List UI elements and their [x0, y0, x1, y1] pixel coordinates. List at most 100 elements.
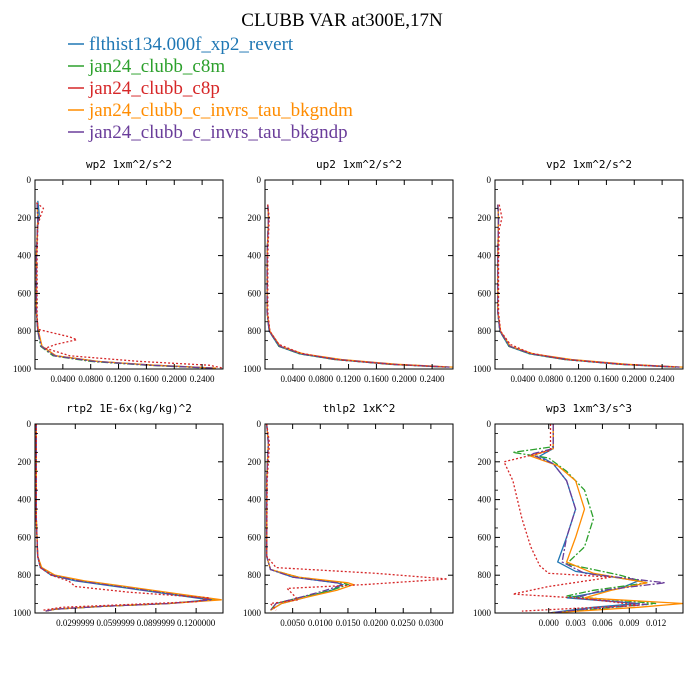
- y-tick-label: 400: [248, 495, 262, 505]
- plot-frame: [264, 179, 454, 370]
- legend-label: jan24_clubb_c8m: [88, 56, 225, 77]
- x-tick-label: 0.0200: [363, 618, 388, 628]
- legend: flthist134.000f_xp2_revertjan24_clubb_c8…: [68, 34, 353, 143]
- panel-6: wp3 1xm^3/s^3 0 200 400 600 800 1000 0.000 0.003…: [473, 402, 684, 628]
- y-tick-label: 400: [18, 251, 32, 261]
- series-line: [512, 424, 657, 613]
- x-tick-label: 0.1200: [566, 374, 591, 384]
- x-tick-label: 0.012: [646, 618, 666, 628]
- series-line: [266, 424, 448, 611]
- series-line: [497, 204, 683, 368]
- panel-title: wp2 1xm^2/s^2: [86, 158, 172, 171]
- series-line: [266, 204, 447, 368]
- series-line: [497, 204, 677, 368]
- legend-label: flthist134.000f_xp2_revert: [89, 34, 294, 55]
- series-group: [497, 204, 683, 368]
- y-tick-label: 0: [257, 175, 262, 185]
- x-tick-label: 0.0299999: [56, 618, 95, 628]
- series-group: [266, 204, 453, 368]
- series-line: [267, 204, 447, 368]
- series-line: [503, 424, 639, 612]
- x-tick-label: 0.2400: [190, 374, 215, 384]
- y-tick-label: 0: [27, 175, 32, 185]
- series-line: [497, 204, 677, 368]
- x-tick-label: 0.009: [619, 618, 640, 628]
- series-line: [35, 424, 217, 612]
- series-line: [528, 424, 683, 613]
- y-tick-label: 600: [478, 288, 492, 298]
- y-tick-label: 200: [248, 213, 262, 223]
- y-tick-label: 1000: [473, 364, 492, 374]
- x-tick-label: 0.2400: [420, 374, 445, 384]
- y-tick-label: 1000: [13, 364, 32, 374]
- y-tick-label: 1000: [243, 608, 262, 618]
- y-tick-label: 800: [248, 326, 262, 336]
- x-tick-label: 0.0150: [336, 618, 361, 628]
- legend-label: jan24_clubb_c8p: [88, 78, 220, 99]
- plot-frame: [494, 423, 684, 614]
- x-tick-label: 0.1600: [134, 374, 159, 384]
- series-line: [35, 202, 223, 369]
- x-tick-label: 0.0400: [510, 374, 535, 384]
- y-tick-label: 200: [478, 213, 492, 223]
- x-tick-label: 0.0800: [308, 374, 333, 384]
- plot-frame: [494, 179, 684, 370]
- y-tick-label: 1000: [473, 608, 492, 618]
- series-line: [266, 424, 356, 611]
- series-group: [266, 424, 448, 611]
- legend-label: jan24_clubb_c_invrs_tau_bkgndp: [88, 122, 348, 143]
- series-line: [35, 202, 210, 369]
- x-tick-label: 0.006: [592, 618, 613, 628]
- x-tick-label: 0.1200000: [177, 618, 216, 628]
- series-line: [266, 204, 450, 368]
- series-line: [35, 424, 213, 612]
- y-tick-label: 800: [248, 570, 262, 580]
- series-line: [528, 424, 666, 613]
- y-tick-label: 1000: [13, 608, 32, 618]
- y-tick-label: 600: [248, 532, 262, 542]
- x-tick-label: 0.0800: [538, 374, 563, 384]
- series-group: [35, 424, 222, 612]
- series-line: [266, 424, 345, 611]
- y-tick-label: 400: [248, 251, 262, 261]
- series-line: [35, 202, 213, 369]
- series-group: [35, 200, 223, 369]
- x-tick-label: 0.1600: [364, 374, 389, 384]
- x-tick-label: 0.0599999: [96, 618, 135, 628]
- plot-frame: [34, 423, 224, 614]
- x-tick-label: 0.1200: [106, 374, 131, 384]
- figure-title: CLUBB VAR at300E,17N: [241, 10, 443, 31]
- y-tick-label: 200: [18, 457, 32, 467]
- x-tick-label: 0.0899999: [137, 618, 176, 628]
- panel-title: rtp2 1E-6x(kg/kg)^2: [66, 402, 192, 415]
- y-tick-label: 400: [478, 495, 492, 505]
- x-tick-label: 0.2000: [162, 374, 187, 384]
- y-tick-label: 400: [478, 251, 492, 261]
- series-line: [266, 204, 453, 368]
- y-tick-label: 200: [478, 457, 492, 467]
- series-line: [497, 204, 680, 368]
- x-tick-label: 0.0400: [280, 374, 305, 384]
- x-tick-label: 0.1600: [594, 374, 619, 384]
- x-tick-label: 0.003: [565, 618, 586, 628]
- y-tick-label: 400: [18, 495, 32, 505]
- panel-title: wp3 1xm^3/s^3: [546, 402, 632, 415]
- panel-2: up2 1xm^2/s^2 0 200 400 600 800 1000 0.0400 0.08…: [243, 158, 454, 384]
- y-tick-label: 0: [257, 419, 262, 429]
- x-tick-label: 0.0250: [391, 618, 416, 628]
- y-tick-label: 200: [18, 213, 32, 223]
- plot-frame: [34, 179, 224, 370]
- y-tick-label: 0: [27, 419, 32, 429]
- legend-label: jan24_clubb_c_invrs_tau_bkgndm: [88, 100, 353, 121]
- x-tick-label: 0.000: [539, 618, 560, 628]
- x-tick-label: 0.2000: [622, 374, 647, 384]
- panel-title: vp2 1xm^2/s^2: [546, 158, 632, 171]
- panel-3: vp2 1xm^2/s^2 0 200 400 600 800 1000 0.0400 0.08…: [473, 158, 684, 384]
- x-tick-label: 0.0800: [78, 374, 103, 384]
- series-group: [503, 424, 683, 613]
- x-tick-label: 0.0050: [280, 618, 305, 628]
- y-tick-label: 1000: [243, 364, 262, 374]
- series-line: [35, 424, 210, 612]
- y-tick-label: 600: [248, 288, 262, 298]
- x-tick-label: 0.2400: [650, 374, 675, 384]
